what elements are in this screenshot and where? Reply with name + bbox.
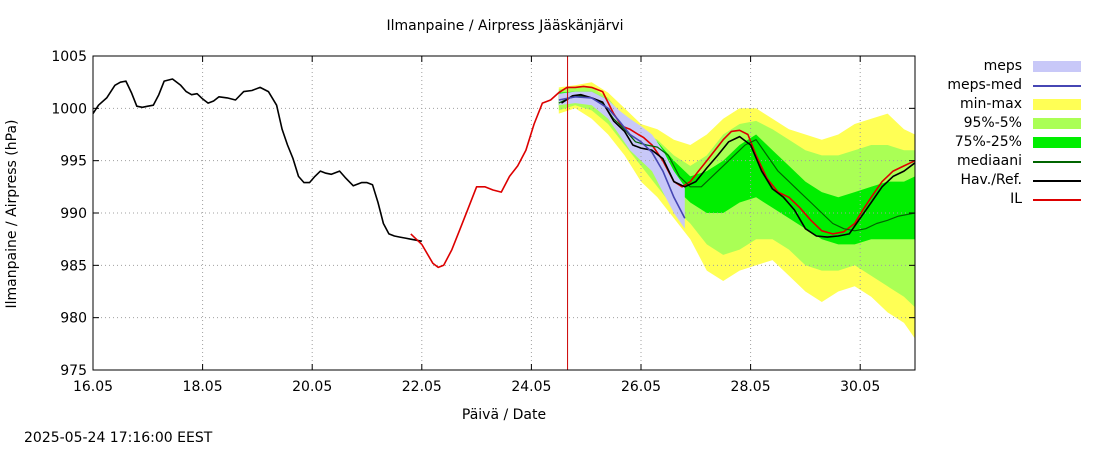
x-tick-label: 22.05 <box>402 379 442 395</box>
y-tick-label: 985 <box>60 258 87 274</box>
legend-swatch <box>1033 180 1081 182</box>
x-tick-label: 26.05 <box>621 379 661 395</box>
x-tick-label: 20.05 <box>292 379 332 395</box>
legend-item-p75_25: 75%-25% <box>930 134 1100 153</box>
legend-item-median: mediaani <box>930 153 1100 172</box>
legend-item-meps_med: meps-med <box>930 77 1100 96</box>
series-meps_med <box>558 96 686 219</box>
legend-label: meps <box>983 58 1022 74</box>
legend-label: min-max <box>960 96 1022 112</box>
x-tick-label: 30.05 <box>840 379 880 395</box>
legend-swatch <box>1033 118 1081 129</box>
plot-frame <box>92 55 916 371</box>
legend-swatch <box>1033 199 1081 201</box>
band-layer <box>558 82 915 339</box>
x-tick-label: 16.05 <box>73 379 113 395</box>
band-p75_25 <box>558 91 915 245</box>
y-tick-label: 1000 <box>51 101 87 117</box>
legend-item-minmax: min-max <box>930 96 1100 115</box>
x-axis-label: Päivä / Date <box>461 407 547 423</box>
x-tick-label: 28.05 <box>731 379 771 395</box>
legend-item-meps: meps <box>930 58 1100 77</box>
y-tick-label: 995 <box>60 154 87 170</box>
legend-item-il: IL <box>930 191 1100 210</box>
legend: meps meps-med min-max 95%-5% 75%-25% mediaani… <box>930 58 1100 210</box>
y-tick-label: 975 <box>60 363 87 379</box>
legend-label: 75%-25% <box>954 134 1022 150</box>
y-tick-label: 1005 <box>51 49 87 65</box>
ticks-layer: 975 980 985 990 995 1000 1005 16.05 18.05 20.05 22… <box>51 49 915 395</box>
x-tick-label: 24.05 <box>511 379 551 395</box>
timestamp: 2025-05-24 17:16:00 EEST <box>24 430 213 446</box>
grid-layer <box>93 56 915 370</box>
series-obs <box>561 93 916 238</box>
x-tick-label: 18.05 <box>183 379 223 395</box>
legend-swatch <box>1033 85 1081 87</box>
y-tick-label: 990 <box>60 206 87 222</box>
legend-swatch <box>1033 99 1081 110</box>
legend-label: IL <box>1010 191 1022 207</box>
band-meps <box>558 91 685 229</box>
legend-swatch <box>1033 61 1081 72</box>
legend-swatch <box>1033 161 1081 163</box>
legend-swatch <box>1033 137 1081 148</box>
line-layer <box>92 78 916 269</box>
legend-item-obs: Hav./Ref. <box>930 172 1100 191</box>
y-tick-label: 980 <box>60 311 87 327</box>
legend-label: mediaani <box>957 153 1022 169</box>
y-axis-label: Ilmanpaine / Airpress (hPa) <box>4 119 20 309</box>
chart-title: Ilmanpaine / Airpress Jääskänjärvi <box>386 18 624 34</box>
legend-label: meps-med <box>947 77 1022 93</box>
legend-item-p95_5: 95%-5% <box>930 115 1100 134</box>
series-il <box>410 85 916 269</box>
series-obs <box>92 78 422 243</box>
legend-label: Hav./Ref. <box>960 172 1022 188</box>
legend-label: 95%-5% <box>963 115 1022 131</box>
